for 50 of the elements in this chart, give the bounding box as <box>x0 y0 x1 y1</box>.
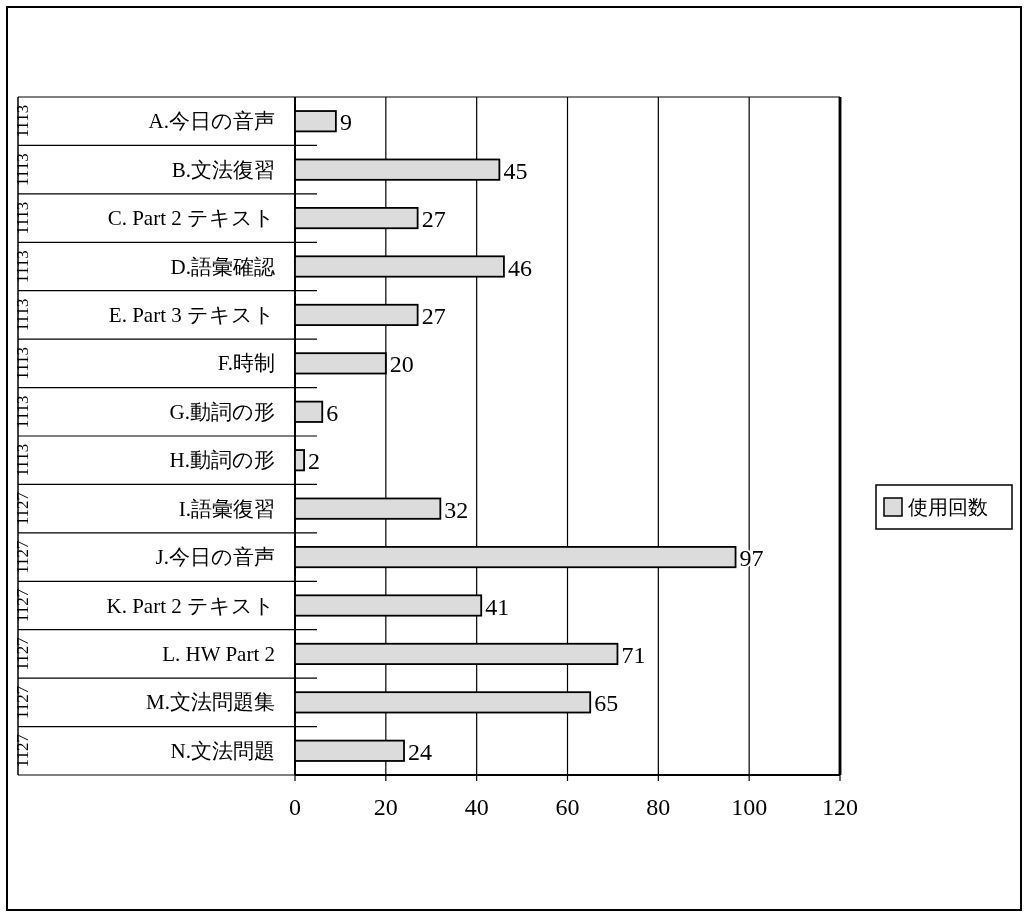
x-tick-label: 80 <box>646 794 671 820</box>
text: 1127 <box>13 539 32 574</box>
data-label: 32 <box>444 496 469 523</box>
x-tick-label: 20 <box>373 794 398 820</box>
y-tick-label: H.動詞の形 <box>169 448 275 473</box>
x-tick-label: 40 <box>464 794 489 820</box>
data-label: 6 <box>326 399 339 426</box>
y-tick-label: B.文法復習 <box>171 157 275 182</box>
x-tick-label: 60 <box>555 794 580 820</box>
data-label: 2 <box>308 448 321 475</box>
x-tick-label: 100 <box>731 794 768 820</box>
text: 1113 <box>13 298 32 332</box>
text: 1113 <box>13 395 32 429</box>
data-label: 27 <box>421 206 446 233</box>
data-label: 45 <box>503 157 528 184</box>
data-label: 24 <box>408 738 432 765</box>
y-tick-label: F.時制 <box>217 351 275 376</box>
y-tick-label: K. Part 2 テキスト <box>106 593 275 618</box>
data-label: 65 <box>594 690 619 717</box>
text: 1127 <box>13 733 32 768</box>
y-tick-label: E. Part 3 テキスト <box>108 302 275 327</box>
text: 1113 <box>13 346 32 380</box>
data-label: 41 <box>485 593 510 620</box>
y-tick-label: D.語彙確認 <box>170 254 275 279</box>
data-label: 27 <box>421 302 446 329</box>
x-tick-label: 0 <box>289 794 301 820</box>
text: 1127 <box>13 636 32 671</box>
legend: 使用回数 <box>875 484 1013 530</box>
text: 1113 <box>13 153 32 187</box>
y-tick-label: L. HW Part 2 <box>162 641 275 666</box>
y-tick-label: M.文法問題集 <box>146 690 275 715</box>
text: 1113 <box>13 104 32 138</box>
text: 1113 <box>13 201 32 235</box>
y-tick-label: J.今日の音声 <box>155 545 275 570</box>
data-label: 20 <box>389 351 414 378</box>
text: 1127 <box>13 685 32 720</box>
text: 1113 <box>13 250 32 283</box>
text: 1127 <box>13 491 32 526</box>
text: 1113 <box>13 443 32 477</box>
data-label: 9 <box>339 109 352 136</box>
data-label: 71 <box>621 641 646 668</box>
legend-label: 使用回数 <box>908 496 988 518</box>
text: 1127 <box>13 588 32 623</box>
data-label: 46 <box>507 254 532 281</box>
y-tick-label: A.今日の音声 <box>148 109 275 134</box>
x-tick-label: 120 <box>822 794 858 820</box>
y-tick-label: I.語彙復習 <box>178 496 275 521</box>
y-tick-label: C. Part 2 テキスト <box>107 206 275 231</box>
y-tick-label: N.文法問題 <box>170 738 275 763</box>
y-tick-label: G.動詞の形 <box>169 399 275 424</box>
